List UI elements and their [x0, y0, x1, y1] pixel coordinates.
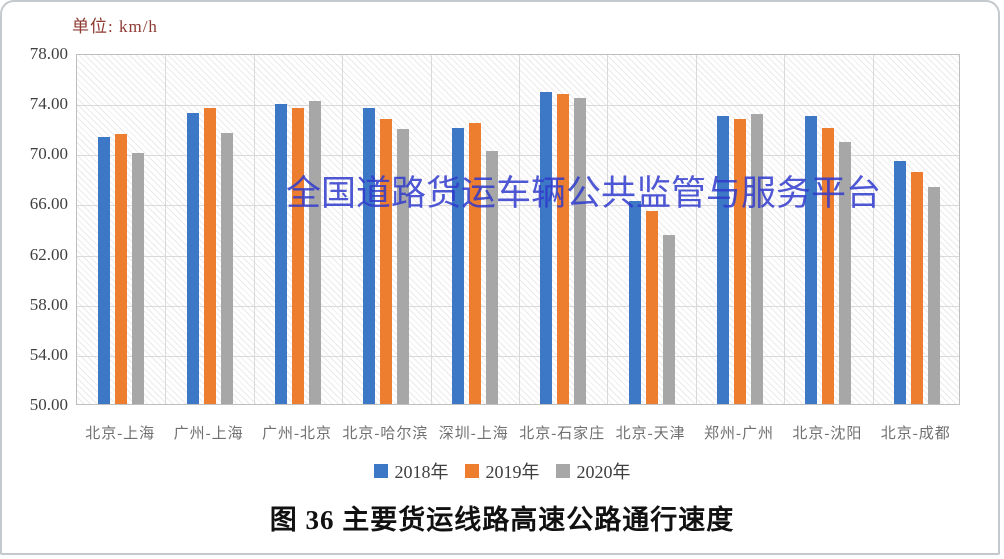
- x-category-label: 广州-上海: [173, 426, 244, 442]
- bar: [557, 94, 570, 404]
- bar: [734, 119, 746, 404]
- bar: [910, 172, 923, 404]
- legend-label: 2020年: [576, 462, 631, 482]
- bar: [822, 128, 835, 404]
- h-gridline: [77, 155, 959, 157]
- x-category-label: 北京-石家庄: [519, 426, 606, 442]
- legend-item: 2020年: [555, 458, 631, 484]
- h-gridline: [77, 205, 959, 207]
- v-gridline: [784, 55, 786, 404]
- bar: [574, 98, 587, 404]
- plot-area: [76, 54, 960, 405]
- legend-item: 2018年: [373, 458, 449, 484]
- legend-label: 2018年: [394, 462, 449, 482]
- y-tick-label: 78.00: [29, 44, 68, 63]
- bar: [662, 234, 675, 404]
- y-tick-label: 50.00: [29, 395, 68, 414]
- bar: [186, 113, 199, 404]
- bar: [98, 137, 111, 404]
- x-category-label: 北京-天津: [615, 426, 686, 442]
- legend-swatch: [373, 464, 388, 478]
- v-gridline: [607, 55, 609, 404]
- v-gridline: [342, 55, 344, 404]
- x-category-label: 广州-北京: [261, 426, 332, 442]
- bar: [220, 133, 233, 404]
- v-gridline: [430, 55, 432, 404]
- bar: [645, 210, 658, 404]
- h-gridline: [77, 355, 959, 357]
- chart-caption: 图 36 主要货运线路高速公路通行速度: [269, 505, 735, 535]
- x-category-label: 北京-哈尔滨: [342, 426, 429, 442]
- bar: [839, 142, 852, 404]
- h-gridline: [77, 255, 959, 257]
- bar: [893, 160, 906, 404]
- v-gridline: [165, 55, 167, 404]
- bar: [363, 108, 376, 404]
- v-gridline: [695, 55, 697, 404]
- x-category-label: 深圳-上海: [438, 426, 509, 442]
- y-tick-label: 62.00: [29, 244, 68, 264]
- bar: [717, 115, 729, 404]
- y-tick-label: 66.00: [29, 194, 68, 214]
- bar: [380, 119, 393, 404]
- x-category-label: 北京-成都: [880, 426, 951, 442]
- x-category-label: 郑州-广州: [703, 426, 774, 442]
- bar: [805, 115, 818, 404]
- bar: [397, 129, 410, 404]
- v-gridline: [519, 55, 520, 404]
- y-tick-label: 74.00: [29, 94, 68, 114]
- bar: [751, 114, 763, 404]
- legend-label: 2019年: [485, 462, 540, 482]
- legend-item: 2019年: [464, 458, 540, 484]
- bar: [309, 100, 321, 404]
- bar: [540, 91, 553, 404]
- bar: [628, 200, 641, 404]
- h-gridline: [77, 305, 959, 307]
- unit-label: 单位: km/h: [72, 17, 158, 36]
- bar: [275, 104, 287, 404]
- legend: 2018年 2019年 2020年: [2, 458, 998, 484]
- bar: [115, 134, 128, 404]
- y-tick-label: 54.00: [29, 344, 68, 364]
- legend-swatch: [555, 464, 570, 478]
- h-gridline: [77, 105, 959, 107]
- v-gridline: [253, 55, 255, 404]
- bar: [468, 123, 481, 404]
- bar: [132, 153, 145, 404]
- y-tick-label: 58.00: [29, 294, 68, 314]
- bar: [927, 187, 940, 404]
- x-category-label: 北京-上海: [85, 426, 156, 442]
- y-tick-label: 70.00: [29, 144, 68, 164]
- v-gridline: [872, 55, 874, 404]
- bar: [292, 108, 304, 404]
- x-category-label: 北京-沈阳: [792, 426, 863, 442]
- bar: [451, 128, 464, 404]
- legend-swatch: [464, 464, 479, 478]
- bar: [203, 108, 216, 404]
- bar: [485, 150, 498, 404]
